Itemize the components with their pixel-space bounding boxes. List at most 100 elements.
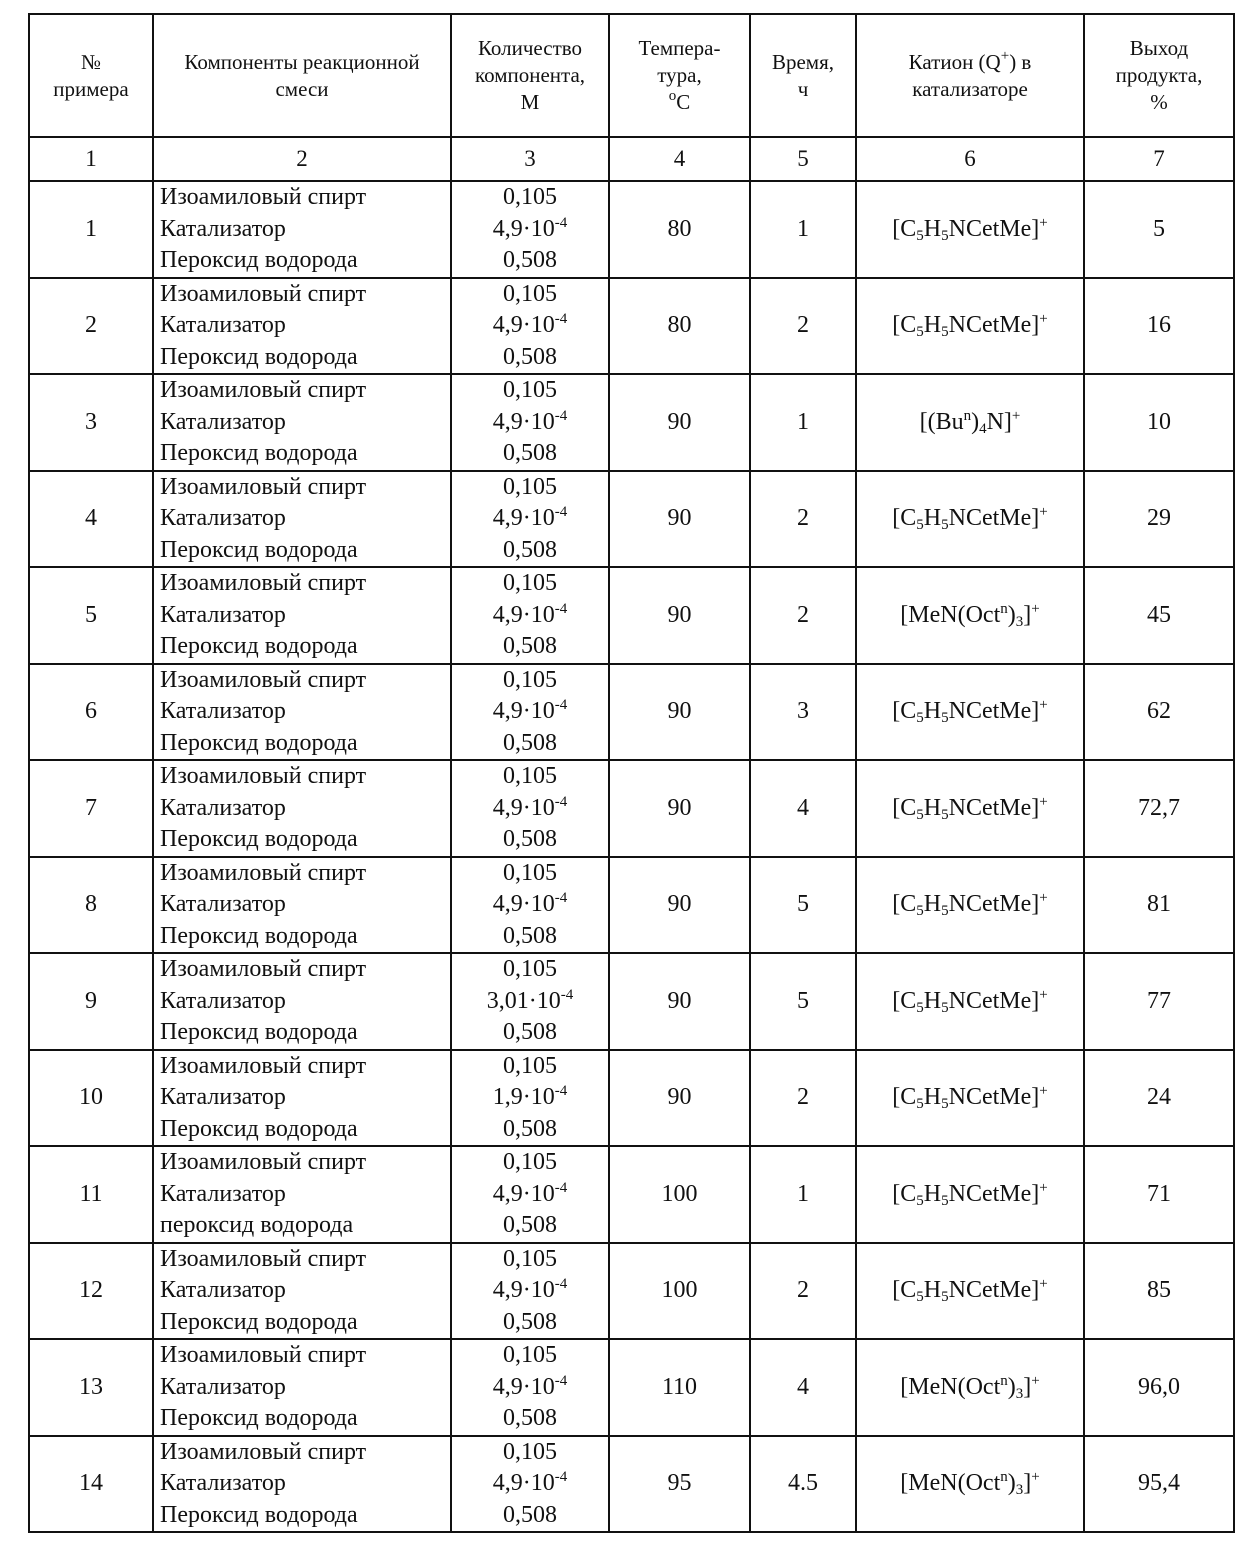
text-run: 4,9·10 — [492, 408, 555, 435]
text-line: 3 — [797, 698, 809, 724]
text-line: 85 — [1147, 1277, 1171, 1303]
components: Изоамиловый спирт Катализатор Пероксид вод… — [152, 952, 452, 1051]
text-line: Выход — [1129, 36, 1189, 60]
text-line: 95 — [667, 1470, 692, 1496]
text-line: Катион (Q+) в — [857, 48, 1083, 76]
text-line: Пероксид водорода — [160, 729, 358, 756]
text-line: 0,105 — [503, 184, 557, 210]
supscript: + — [1039, 214, 1048, 231]
data-row: 2 Изоамиловый спирт Катализатор Пероксид во… — [28, 276, 1235, 375]
data-row: 13 Изоамиловый спирт Катализатор Пероксид в… — [28, 1338, 1235, 1437]
text-line: [C5H5NCetMe]+ — [892, 505, 1047, 533]
text-line: [MeN(Octn)3]+ — [900, 1469, 1039, 1498]
temperature: 110 — [608, 1338, 751, 1437]
temperature: 90 — [608, 662, 751, 761]
temperature: 100 — [608, 1241, 751, 1340]
text-run: 4,9·10 — [492, 698, 555, 724]
text-line: Катализатор — [160, 312, 286, 338]
text-line: 7 — [1153, 146, 1165, 172]
text-run: N] — [986, 408, 1012, 435]
text-run: [C — [892, 505, 917, 531]
supscript: -4 — [554, 214, 568, 231]
column-number-row: 1 2 3 4 5 6 7 — [28, 136, 1235, 182]
text-line: 16 — [1147, 312, 1171, 338]
yield: 29 — [1083, 469, 1235, 568]
subscript: 5 — [916, 806, 924, 823]
text-line: Пероксид водорода — [160, 440, 358, 466]
text-run: 4,9·10 — [492, 215, 555, 242]
text-run: ] — [1023, 1470, 1032, 1496]
data-row: 8 Изоамиловый спирт Катализатор Пероксид во… — [28, 855, 1235, 954]
components: Изоамиловый спирт Катализатор пероксид вод… — [152, 1145, 452, 1244]
text-line: 0,508 — [503, 1405, 557, 1431]
text-run: ] — [1023, 1373, 1032, 1400]
subscript: 5 — [941, 903, 949, 919]
supscript: -4 — [554, 890, 568, 906]
amounts: 0,105 4,9·10-4 0,508 — [450, 1241, 610, 1340]
text-line: 80 — [667, 312, 692, 338]
text-run: 4,9·10 — [492, 1180, 555, 1207]
supscript: n — [1000, 1469, 1008, 1485]
amounts: 0,105 4,9·10-4 0,508 — [450, 1145, 610, 1244]
table-header: № примера Компоненты реакционной смеси Колич… — [28, 13, 1235, 138]
text-line: 90 — [667, 891, 692, 917]
yield: 45 — [1083, 566, 1235, 665]
text-line: 5 — [1153, 215, 1165, 242]
text-line: [C5H5NCetMe]+ — [892, 891, 1047, 919]
text-line: Пероксид водорода — [160, 922, 358, 949]
time: 2 — [749, 469, 857, 568]
amounts: 0,105 4,9·10-4 0,508 — [450, 759, 610, 858]
subscript: 5 — [916, 1289, 924, 1305]
text-run: C — [676, 90, 691, 114]
subscript: 3 — [1015, 1482, 1024, 1498]
example-number: 5 — [28, 566, 154, 665]
text-line: 0,105 — [503, 1149, 557, 1175]
text-line: 77 — [1147, 987, 1171, 1014]
time: 1 — [749, 1145, 857, 1244]
text-line: Пероксид водорода — [160, 1115, 358, 1142]
text-line: 1 — [797, 215, 809, 242]
text-line: 1 — [797, 1180, 809, 1207]
components: Изоамиловый спирт Катализатор Пероксид вод… — [152, 1241, 452, 1340]
text-line: Катализатор — [160, 601, 286, 628]
cation: [C5H5NCetMe]+ — [855, 180, 1085, 279]
temperature: 80 — [608, 180, 751, 279]
text-line: 0,105 — [503, 1342, 557, 1368]
text-line: 12 — [79, 1277, 103, 1303]
text-line: 24 — [1147, 1084, 1171, 1110]
text-line: Катализатор — [160, 215, 286, 242]
header-row: № примера Компоненты реакционной смеси Колич… — [28, 13, 1235, 138]
text-line: 4,9·10-4 — [452, 1372, 608, 1404]
text-run: [MeN(Oct — [900, 1373, 1001, 1400]
text-run: 3,01·10 — [486, 987, 561, 1014]
text-line: [C5H5NCetMe]+ — [892, 698, 1047, 726]
text-line: 0,508 — [503, 343, 557, 370]
text-line: 0,105 — [503, 956, 557, 982]
components: Изоамиловый спирт Катализатор Пероксид вод… — [152, 1338, 452, 1437]
subscript: 5 — [941, 1289, 949, 1305]
yield: 10 — [1083, 373, 1235, 472]
text-line: смеси — [275, 76, 329, 101]
supscript: + — [1039, 1083, 1048, 1099]
time: 1 — [749, 373, 857, 472]
text-line: Изоамиловый спирт — [160, 1438, 367, 1465]
subscript: 5 — [916, 903, 924, 919]
text-line: % — [1150, 90, 1168, 114]
text-line: Катализатор — [160, 891, 286, 917]
text-line: 90 — [667, 1084, 692, 1110]
text-line: 4,9·10-4 — [452, 310, 608, 342]
temperature: 90 — [608, 373, 751, 472]
time: 4.5 — [749, 1434, 857, 1533]
text-line: 7 — [85, 794, 97, 821]
text-line: 0,508 — [503, 1019, 557, 1045]
text-line: 0,105 — [503, 1052, 557, 1079]
text-line: Пероксид водорода — [160, 536, 358, 563]
subscript: 5 — [941, 227, 949, 244]
text-run: H — [923, 215, 942, 242]
text-line: 0,508 — [503, 826, 557, 852]
text-line: 110 — [661, 1373, 698, 1400]
text-line: Изоамиловый спирт — [160, 763, 367, 789]
supscript: -4 — [554, 600, 568, 617]
text-line: Изоамиловый спирт — [160, 859, 367, 886]
